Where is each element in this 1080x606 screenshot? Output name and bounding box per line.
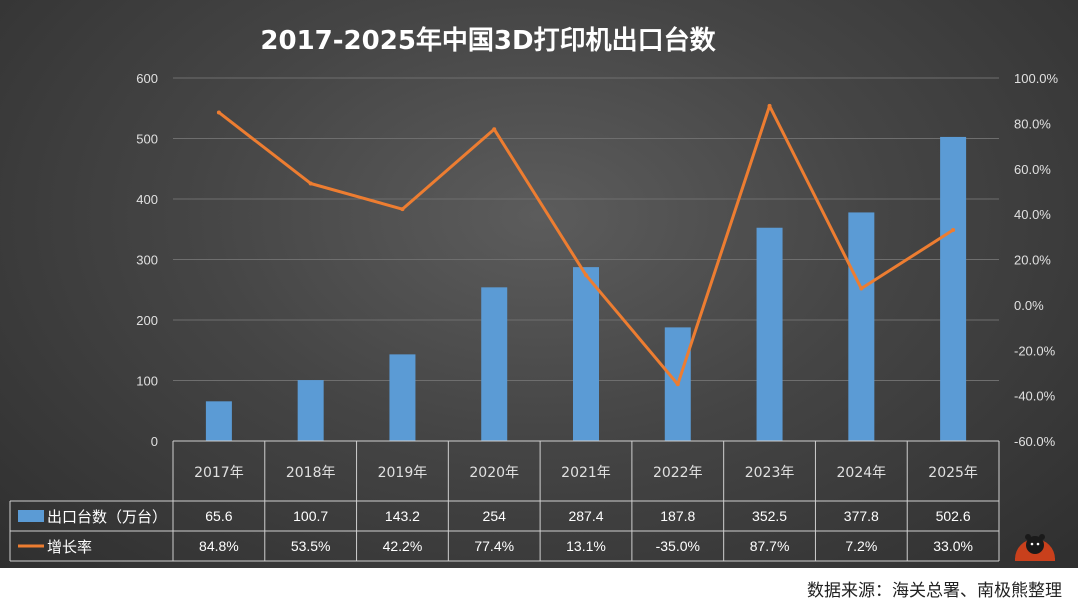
table-value: 254 <box>483 508 507 524</box>
table-value: 77.4% <box>474 538 514 554</box>
y-right-tick-label: 100.0% <box>1014 71 1059 86</box>
chart: 2017-2025年中国3D打印机出口台数 0 100 200 300 400 500 60… <box>9 25 1059 562</box>
table-value: 33.0% <box>933 538 973 554</box>
bear-logo-icon <box>1015 534 1055 561</box>
y-right-tick-label: 0.0% <box>1014 298 1044 313</box>
bar <box>848 212 875 441</box>
y-right-tick-label: -40.0% <box>1014 389 1056 404</box>
y-right-tick-label: 40.0% <box>1014 207 1051 222</box>
legend-series-label: 增长率 <box>47 538 92 556</box>
table-value: 87.7% <box>750 538 790 554</box>
table-value: 287.4 <box>568 508 603 524</box>
table-value: 377.8 <box>844 508 879 524</box>
y-left-tick-label: 200 <box>136 313 158 328</box>
x-category-label: 2019年 <box>378 465 428 481</box>
table-value: 42.2% <box>383 538 423 554</box>
line-point <box>767 103 772 108</box>
y-left-tick-label: 400 <box>136 192 158 207</box>
line-point <box>216 110 221 115</box>
x-category-label: 2024年 <box>837 465 887 481</box>
table-value: 65.6 <box>205 508 232 524</box>
line-point <box>951 228 956 233</box>
line-point <box>859 286 864 291</box>
y-right-tick-label: 60.0% <box>1014 162 1051 177</box>
x-category-label: 2025年 <box>928 465 978 481</box>
table-value: -35.0% <box>656 538 700 554</box>
x-category-label: 2018年 <box>286 465 336 481</box>
line-point <box>308 181 313 186</box>
x-category-label: 2021年 <box>561 465 611 481</box>
table-value: 7.2% <box>845 538 877 554</box>
x-category-label: 2017年 <box>194 465 244 481</box>
y-right-tick-label: -20.0% <box>1014 343 1056 358</box>
y-right-tick-label: 20.0% <box>1014 253 1051 268</box>
bar <box>205 401 232 441</box>
y-right-tick-label: -60.0% <box>1014 434 1056 449</box>
y-left-tick-label: 0 <box>151 434 158 449</box>
table-value: 84.8% <box>199 538 239 554</box>
bar <box>389 354 416 441</box>
line-point <box>492 127 497 132</box>
data-table: 2017年 2018年 2019年 2020年 2021年 2022年 2023年 2024年… <box>9 440 1000 562</box>
chart-panel <box>0 0 1078 568</box>
line-point <box>584 273 588 278</box>
bar <box>297 380 324 441</box>
y-left-tick-label: 600 <box>136 71 158 86</box>
y-right-tick-label: 80.0% <box>1014 116 1051 131</box>
y-left-tick-label: 300 <box>136 253 158 268</box>
growth-line <box>216 103 956 387</box>
x-category-label: 2020年 <box>469 465 519 481</box>
bars <box>205 136 967 441</box>
table-value: 53.5% <box>291 538 331 554</box>
y-left-tick-label: 500 <box>136 132 158 147</box>
legend-swatch-bar <box>18 510 44 522</box>
line-point <box>675 382 680 387</box>
table-value: 100.7 <box>293 508 328 524</box>
x-category-label: 2023年 <box>745 465 795 481</box>
bar <box>756 227 783 441</box>
table-value: 143.2 <box>385 508 420 524</box>
x-category-label: 2022年 <box>653 465 703 481</box>
legend-series-label: 出口台数（万台） <box>47 508 167 526</box>
table-value: 13.1% <box>566 538 606 554</box>
table-value: 352.5 <box>752 508 787 524</box>
table-value: 502.6 <box>936 508 971 524</box>
bar <box>940 136 967 441</box>
y-left-tick-label: 100 <box>136 374 158 389</box>
bar <box>573 267 599 441</box>
bar <box>481 287 508 441</box>
chart-title: 2017-2025年中国3D打印机出口台数 <box>260 25 716 56</box>
line-point <box>400 207 405 212</box>
table-value: 187.8 <box>660 508 695 524</box>
source-note: 数据来源：海关总署、南极熊整理 <box>807 581 1062 601</box>
axes: 0 100 200 300 400 500 600 -60.0% -40.0% -20.0% 0.0… <box>136 71 1058 449</box>
